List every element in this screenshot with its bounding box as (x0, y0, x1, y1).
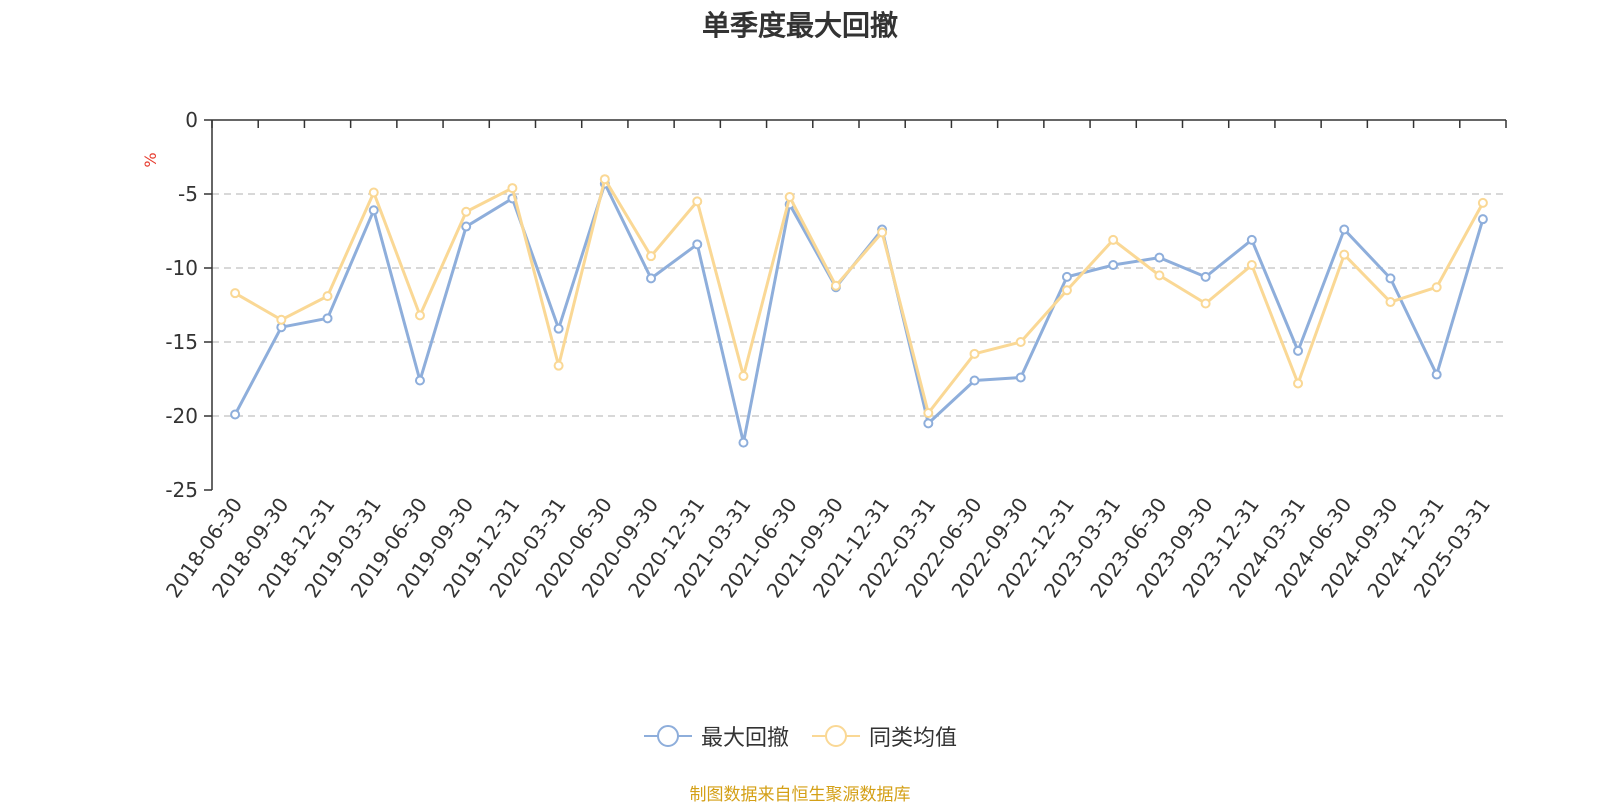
data-point (1108, 234, 1119, 245)
legend-label: 同类均值 (869, 726, 958, 751)
data-point (414, 310, 425, 321)
data-point (1154, 252, 1165, 263)
data-point (322, 291, 333, 302)
data-point (784, 191, 795, 202)
data-point (1385, 273, 1396, 284)
data-point (738, 437, 749, 448)
data-point (969, 375, 980, 386)
y-tick-label: -15 (165, 330, 198, 354)
data-point (830, 280, 841, 291)
data-point (1154, 270, 1165, 281)
data-point (692, 239, 703, 250)
y-tick-label: -25 (165, 478, 198, 502)
legend: 最大回撤 同类均值 (0, 720, 1600, 752)
data-point (923, 418, 934, 429)
chart-title: 单季度最大回撤 (701, 9, 898, 42)
legend-marker-icon (643, 725, 692, 747)
data-point (1293, 378, 1304, 389)
y-tick-label: -20 (165, 404, 198, 428)
data-point (646, 251, 657, 262)
grid-lines (212, 193, 1506, 417)
data-point (230, 409, 241, 420)
data-point (461, 206, 472, 217)
data-point (1061, 271, 1072, 282)
y-tick-label: 0 (185, 108, 198, 132)
data-point (923, 408, 934, 419)
data-point (1015, 372, 1026, 383)
data-point (553, 323, 564, 334)
data-point (368, 205, 379, 216)
data-point (414, 375, 425, 386)
y-axis-unit-label: % (141, 152, 160, 167)
tick-labels: 0-5-10-15-20-25%2018-06-302018-09-302018… (141, 108, 1495, 602)
data-point (1108, 260, 1119, 271)
data-point (1477, 197, 1488, 208)
data-point (1246, 260, 1257, 271)
data-point (1061, 285, 1072, 296)
data-point (877, 227, 888, 238)
y-tick-label: -5 (178, 182, 198, 206)
data-point (599, 174, 610, 185)
data-point (553, 360, 564, 371)
series-line (234, 177, 1485, 415)
data-point (230, 288, 241, 299)
series-lines (230, 174, 1488, 448)
data-point (368, 187, 379, 198)
y-tick-label: -10 (165, 256, 198, 280)
data-point (738, 371, 749, 382)
data-point (1339, 249, 1350, 260)
legend-item[interactable]: 最大回撤 (643, 720, 789, 752)
data-point (1015, 337, 1026, 347)
data-point (1293, 345, 1304, 356)
data-point (1200, 298, 1211, 309)
data-point (507, 183, 518, 194)
data-point (969, 348, 980, 359)
data-point (461, 221, 472, 232)
data-point (1339, 224, 1350, 235)
data-point (646, 273, 657, 284)
data-source-note: 制图数据来自恒生聚源数据库 (689, 785, 911, 805)
legend-label: 最大回撤 (700, 726, 789, 751)
data-point (1200, 271, 1211, 282)
axes (204, 119, 1507, 491)
data-point (692, 196, 703, 207)
legend-marker-icon (812, 725, 860, 747)
data-point (1385, 297, 1396, 308)
data-point (1246, 234, 1257, 245)
data-point (1431, 369, 1442, 380)
data-point (1477, 214, 1488, 225)
data-point (276, 314, 287, 325)
data-point (1431, 282, 1442, 293)
data-point (322, 313, 333, 324)
legend-item[interactable]: 同类均值 (811, 720, 957, 752)
